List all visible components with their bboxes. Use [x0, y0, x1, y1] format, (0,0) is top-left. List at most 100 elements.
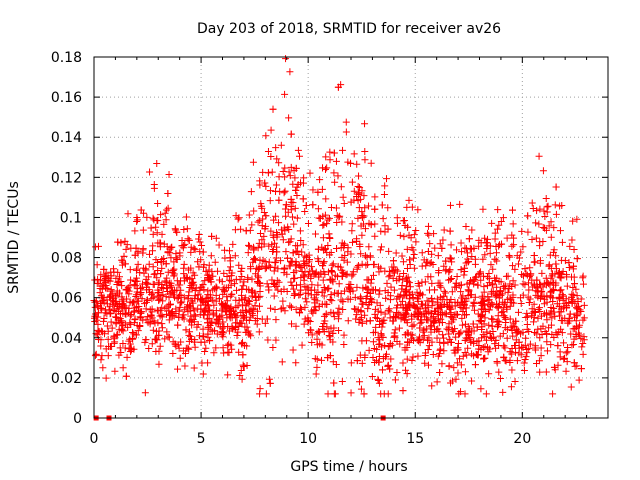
data-point [365, 202, 373, 210]
data-point [376, 320, 384, 328]
data-point [158, 320, 166, 328]
data-point [561, 300, 569, 308]
data-point [266, 379, 274, 387]
data-point [402, 304, 410, 312]
data-point [343, 270, 351, 278]
data-point [264, 169, 272, 177]
data-point [341, 252, 349, 260]
data-point [357, 385, 365, 393]
data-point [132, 274, 140, 282]
data-point [509, 277, 517, 285]
data-point [523, 320, 531, 328]
data-point [415, 337, 422, 345]
data-point [220, 269, 228, 277]
data-point [556, 312, 564, 320]
data-point [246, 330, 254, 338]
data-point [147, 224, 155, 232]
data-point [112, 314, 120, 322]
data-point [175, 313, 183, 321]
data-point [121, 237, 129, 245]
data-point [252, 270, 260, 278]
data-point [488, 322, 496, 330]
data-point [492, 344, 500, 352]
data-point [146, 250, 154, 258]
data-point [272, 212, 280, 220]
data-point [199, 332, 207, 340]
data-point [360, 212, 368, 220]
data-point [529, 205, 537, 213]
data-point [298, 267, 306, 275]
data-point [484, 235, 492, 243]
data-point [517, 294, 525, 302]
data-point [506, 302, 514, 310]
data-point [156, 239, 164, 247]
data-point [332, 157, 340, 165]
data-point [322, 195, 330, 203]
data-point [244, 274, 252, 282]
data-point [242, 328, 250, 336]
data-point [153, 292, 161, 300]
data-point [111, 367, 119, 375]
data-point [222, 302, 230, 310]
data-point [205, 314, 213, 322]
data-point [329, 329, 337, 337]
data-point [167, 244, 175, 252]
data-point [198, 359, 206, 367]
data-point [560, 354, 568, 362]
data-point [278, 230, 286, 238]
data-point [315, 257, 323, 265]
data-point [436, 282, 444, 290]
data-point [188, 279, 196, 287]
data-point [106, 277, 114, 285]
data-point [152, 223, 160, 231]
data-point [161, 209, 169, 217]
data-point [293, 214, 301, 222]
data-point [527, 270, 535, 278]
data-point [541, 212, 549, 220]
data-point [565, 299, 573, 307]
data-point [112, 307, 120, 315]
data-point [149, 230, 157, 238]
data-point [292, 164, 300, 172]
data-point [271, 259, 279, 267]
data-point [358, 208, 366, 216]
data-point [314, 245, 322, 253]
data-point [462, 320, 470, 328]
data-point [202, 344, 210, 352]
data-point [158, 264, 166, 272]
data-point [162, 260, 170, 268]
data-point [488, 219, 496, 227]
data-point [499, 214, 507, 222]
data-point [302, 201, 310, 209]
data-point [361, 252, 369, 260]
data-point [451, 283, 459, 291]
data-point [380, 316, 388, 324]
data-point [194, 291, 202, 299]
data-point [418, 278, 426, 286]
data-point [107, 286, 115, 294]
data-point [327, 308, 335, 316]
data-point [239, 351, 247, 359]
data-point [98, 304, 106, 312]
data-point [504, 288, 512, 296]
data-point [532, 346, 540, 354]
data-point [161, 335, 169, 343]
data-point [142, 305, 150, 313]
data-point [369, 353, 377, 361]
data-point [275, 278, 283, 286]
data-point [414, 206, 422, 214]
data-point [215, 241, 223, 249]
data-point [313, 355, 321, 363]
data-point [324, 216, 332, 224]
data-point [102, 374, 110, 382]
data-point [273, 248, 281, 256]
data-point [485, 321, 493, 329]
data-point [94, 326, 102, 334]
data-point [155, 331, 163, 339]
data-point [415, 310, 423, 318]
data-point [542, 368, 550, 376]
data-point [447, 241, 455, 249]
data-point [563, 344, 571, 352]
data-point [457, 281, 465, 289]
data-point [286, 68, 294, 76]
